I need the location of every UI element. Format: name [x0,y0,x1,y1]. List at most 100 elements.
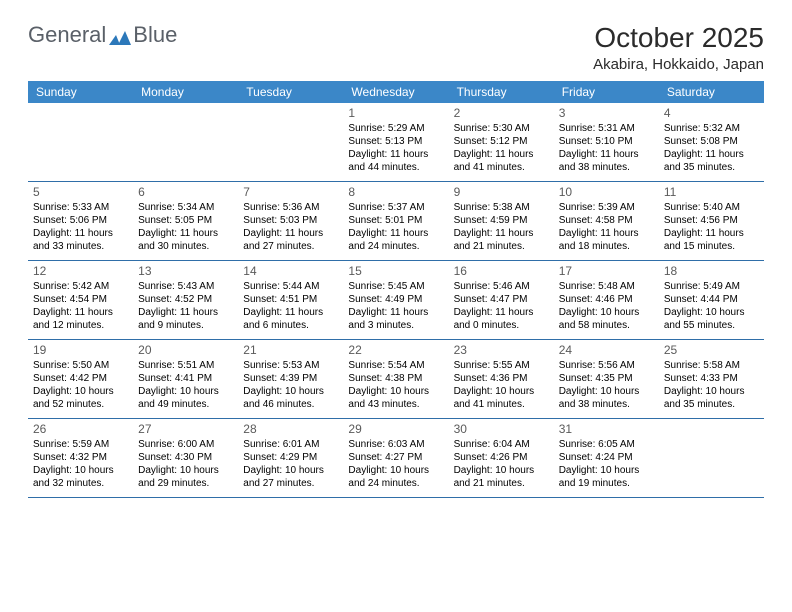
day-info: Sunrise: 6:04 AMSunset: 4:26 PMDaylight:… [454,438,549,490]
month-title: October 2025 [593,22,764,54]
calendar-day-cell: 26 Sunrise: 5:59 AMSunset: 4:32 PMDayligh… [28,419,133,497]
day-number: 31 [559,422,654,436]
calendar-day-cell: 27Sunrise: 6:00 AMSunset: 4:30 PMDayligh… [133,419,238,497]
weeks-grid: 1 Sunrise: 5:29 AMSunset: 5:13 PMDaylight… [28,103,764,498]
calendar-day-cell: 13 Sunrise: 5:43 AMSunset: 4:52 PMDayligh… [133,261,238,339]
day-info: Sunrise: 6:03 AMSunset: 4:27 PMDaylight:… [348,438,443,490]
day-number: 28 [243,422,338,436]
day-info: Sunrise: 5:53 AMSunset: 4:39 PMDaylight:… [243,359,338,411]
brand-part2: Blue [133,22,177,48]
weekday-label: Wednesday [343,81,448,103]
day-number: 9 [454,185,549,199]
day-number: 26 [33,422,128,436]
day-info: Sunrise: 5:51 AMSunset: 4:41 PMDaylight:… [138,359,233,411]
day-number: 29 [348,422,443,436]
day-number: 13 [138,264,233,278]
day-info: Sunrise: 5:30 AMSunset: 5:12 PMDaylight:… [454,122,549,174]
weekday-label: Saturday [659,81,764,103]
location: Akabira, Hokkaido, Japan [593,56,764,73]
calendar-day-cell: 5 Sunrise: 5:33 AMSunset: 5:06 PMDaylight… [28,182,133,260]
calendar-day-cell: 31 Sunrise: 6:05 AMSunset: 4:24 PMDayligh… [554,419,659,497]
calendar-day-cell [133,103,238,181]
calendar-page: General Blue October 2025 Akabira, Hokka… [0,0,792,508]
day-info: Sunrise: 5:40 AMSunset: 4:56 PMDaylight:… [664,201,759,253]
day-info: Sunrise: 5:38 AMSunset: 4:59 PMDaylight:… [454,201,549,253]
calendar-day-cell: 7 Sunrise: 5:36 AMSunset: 5:03 PMDaylight… [238,182,343,260]
calendar-day-cell: 23Sunrise: 5:55 AMSunset: 4:36 PMDayligh… [449,340,554,418]
day-info: Sunrise: 5:37 AMSunset: 5:01 PMDaylight:… [348,201,443,253]
day-number: 21 [243,343,338,357]
day-number: 10 [559,185,654,199]
calendar-day-cell: 21 Sunrise: 5:53 AMSunset: 4:39 PMDayligh… [238,340,343,418]
day-number: 3 [559,106,654,120]
calendar-day-cell: 20Sunrise: 5:51 AMSunset: 4:41 PMDayligh… [133,340,238,418]
weekday-label: Friday [554,81,659,103]
calendar-day-cell: 4Sunrise: 5:32 AMSunset: 5:08 PMDaylight… [659,103,764,181]
calendar-day-cell: 14Sunrise: 5:44 AMSunset: 4:51 PMDayligh… [238,261,343,339]
day-info: Sunrise: 6:05 AMSunset: 4:24 PMDaylight:… [559,438,654,490]
day-info: Sunrise: 5:44 AMSunset: 4:51 PMDaylight:… [243,280,338,332]
day-number: 7 [243,185,338,199]
day-info: Sunrise: 5:45 AMSunset: 4:49 PMDaylight:… [348,280,443,332]
calendar-day-cell: 10 Sunrise: 5:39 AMSunset: 4:58 PMDayligh… [554,182,659,260]
calendar-day-cell: 25Sunrise: 5:58 AMSunset: 4:33 PMDayligh… [659,340,764,418]
day-info: Sunrise: 5:59 AMSunset: 4:32 PMDaylight:… [33,438,128,490]
calendar-day-cell: 6Sunrise: 5:34 AMSunset: 5:05 PMDaylight… [133,182,238,260]
day-number: 27 [138,422,233,436]
calendar-day-cell [659,419,764,497]
day-info: Sunrise: 5:54 AMSunset: 4:38 PMDaylight:… [348,359,443,411]
calendar-week: 19Sunrise: 5:50 AMSunset: 4:42 PMDayligh… [28,340,764,419]
day-info: Sunrise: 5:46 AMSunset: 4:47 PMDaylight:… [454,280,549,332]
calendar: SundayMondayTuesdayWednesdayThursdayFrid… [28,81,764,498]
calendar-day-cell: 8 Sunrise: 5:37 AMSunset: 5:01 PMDaylight… [343,182,448,260]
day-number: 1 [348,106,443,120]
day-info: Sunrise: 6:01 AMSunset: 4:29 PMDaylight:… [243,438,338,490]
day-info: Sunrise: 5:39 AMSunset: 4:58 PMDaylight:… [559,201,654,253]
calendar-day-cell [28,103,133,181]
day-info: Sunrise: 5:29 AMSunset: 5:13 PMDaylight:… [348,122,443,174]
calendar-day-cell: 12 Sunrise: 5:42 AMSunset: 4:54 PMDayligh… [28,261,133,339]
weekday-header: SundayMondayTuesdayWednesdayThursdayFrid… [28,81,764,103]
day-info: Sunrise: 5:36 AMSunset: 5:03 PMDaylight:… [243,201,338,253]
day-number: 11 [664,185,759,199]
day-number: 17 [559,264,654,278]
day-info: Sunrise: 5:33 AMSunset: 5:06 PMDaylight:… [33,201,128,253]
day-number: 16 [454,264,549,278]
calendar-day-cell: 28 Sunrise: 6:01 AMSunset: 4:29 PMDayligh… [238,419,343,497]
day-number: 15 [348,264,443,278]
calendar-week: 5 Sunrise: 5:33 AMSunset: 5:06 PMDaylight… [28,182,764,261]
calendar-day-cell: 1 Sunrise: 5:29 AMSunset: 5:13 PMDaylight… [343,103,448,181]
calendar-day-cell: 17 Sunrise: 5:48 AMSunset: 4:46 PMDayligh… [554,261,659,339]
calendar-day-cell: 2 Sunrise: 5:30 AMSunset: 5:12 PMDaylight… [449,103,554,181]
weekday-label: Sunday [28,81,133,103]
calendar-day-cell: 15 Sunrise: 5:45 AMSunset: 4:49 PMDayligh… [343,261,448,339]
day-number: 2 [454,106,549,120]
day-number: 8 [348,185,443,199]
calendar-day-cell: 3 Sunrise: 5:31 AMSunset: 5:10 PMDaylight… [554,103,659,181]
day-info: Sunrise: 5:55 AMSunset: 4:36 PMDaylight:… [454,359,549,411]
day-number: 25 [664,343,759,357]
calendar-week: 26 Sunrise: 5:59 AMSunset: 4:32 PMDayligh… [28,419,764,498]
day-info: Sunrise: 5:48 AMSunset: 4:46 PMDaylight:… [559,280,654,332]
day-info: Sunrise: 5:32 AMSunset: 5:08 PMDaylight:… [664,122,759,174]
day-number: 30 [454,422,549,436]
title-block: October 2025 Akabira, Hokkaido, Japan [593,22,764,73]
day-number: 5 [33,185,128,199]
day-info: Sunrise: 5:31 AMSunset: 5:10 PMDaylight:… [559,122,654,174]
day-number: 18 [664,264,759,278]
day-info: Sunrise: 5:42 AMSunset: 4:54 PMDaylight:… [33,280,128,332]
day-info: Sunrise: 5:43 AMSunset: 4:52 PMDaylight:… [138,280,233,332]
weekday-label: Tuesday [238,81,343,103]
calendar-week: 12 Sunrise: 5:42 AMSunset: 4:54 PMDayligh… [28,261,764,340]
day-number: 22 [348,343,443,357]
calendar-day-cell [238,103,343,181]
calendar-day-cell: 24Sunrise: 5:56 AMSunset: 4:35 PMDayligh… [554,340,659,418]
day-number: 12 [33,264,128,278]
day-number: 6 [138,185,233,199]
brand-part1: General [28,22,106,48]
day-number: 24 [559,343,654,357]
calendar-day-cell: 29 Sunrise: 6:03 AMSunset: 4:27 PMDayligh… [343,419,448,497]
calendar-day-cell: 18Sunrise: 5:49 AMSunset: 4:44 PMDayligh… [659,261,764,339]
calendar-day-cell: 9 Sunrise: 5:38 AMSunset: 4:59 PMDaylight… [449,182,554,260]
calendar-day-cell: 30 Sunrise: 6:04 AMSunset: 4:26 PMDayligh… [449,419,554,497]
